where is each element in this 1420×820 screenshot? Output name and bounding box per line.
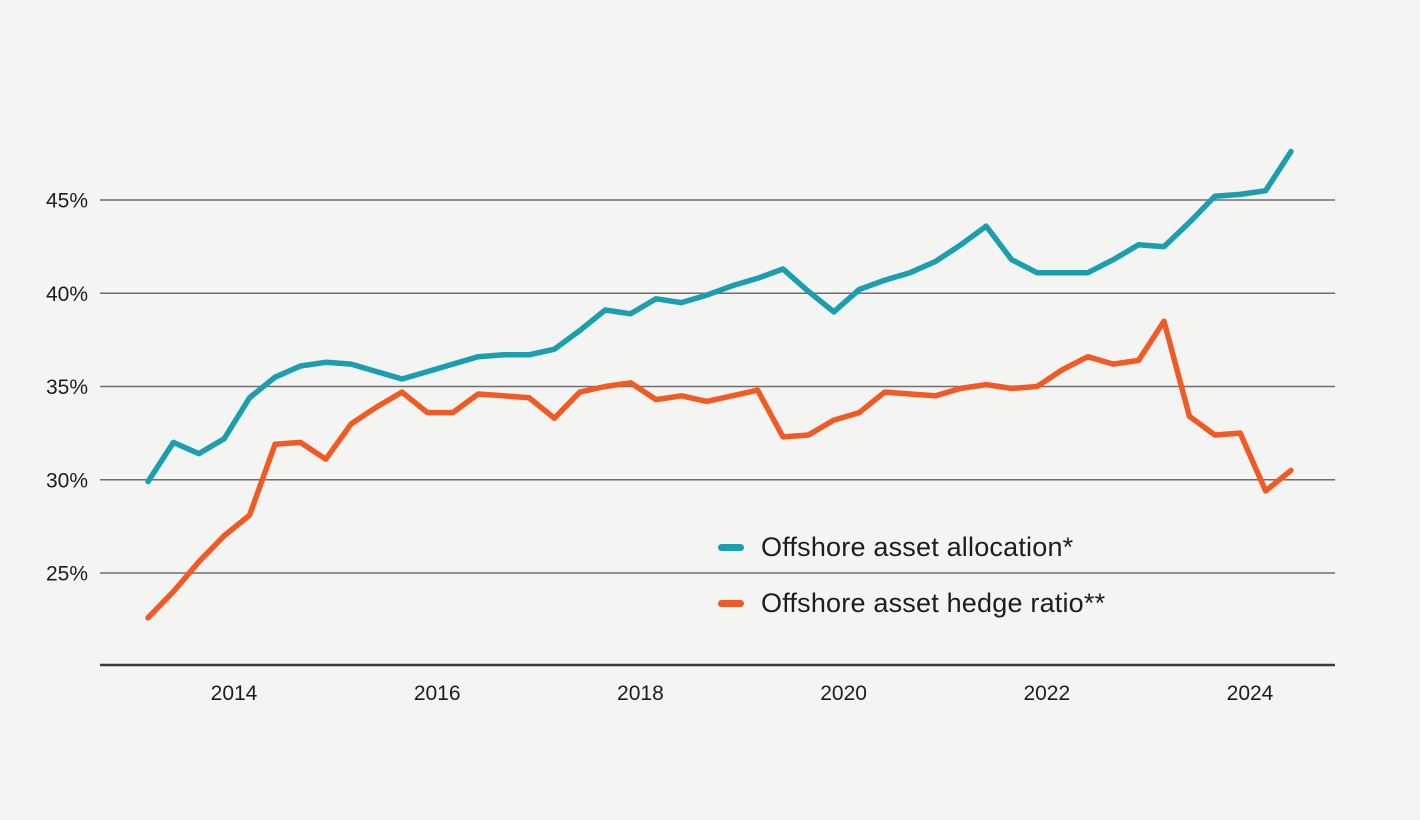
- legend-row-hedge: Offshore asset hedge ratio**: [718, 587, 1105, 620]
- x-tick-label: 2016: [414, 682, 461, 705]
- legend: Offshore asset allocation* Offshore asse…: [718, 531, 1105, 620]
- x-tick-label: 2014: [211, 682, 258, 705]
- y-tick-label: 45%: [46, 190, 88, 213]
- x-tick-label: 2018: [617, 682, 664, 705]
- allocation-legend-dash-icon: [718, 544, 744, 551]
- y-tick-label: 25%: [46, 563, 88, 586]
- y-tick-label: 30%: [46, 469, 88, 492]
- y-axis-tick-labels: 45% 40% 35% 30% 25%: [46, 190, 88, 586]
- allocation-line: [145, 148, 1294, 485]
- y-tick-label: 40%: [46, 283, 88, 306]
- x-axis-tick-labels: 2014 2016 2018 2020 2022 2024: [211, 682, 1274, 705]
- y-tick-label: 35%: [46, 376, 88, 399]
- hedge-ratio-line: [145, 318, 1294, 621]
- hedge-legend-label: Offshore asset hedge ratio**: [761, 588, 1106, 618]
- hedge-legend-dash-icon: [718, 600, 744, 607]
- x-tick-label: 2020: [820, 682, 867, 705]
- legend-row-allocation: Offshore asset allocation*: [718, 531, 1105, 564]
- x-tick-label: 2024: [1227, 682, 1274, 705]
- x-tick-label: 2022: [1023, 682, 1070, 705]
- allocation-legend-label: Offshore asset allocation*: [761, 532, 1074, 562]
- gridlines-group: [100, 199, 1335, 574]
